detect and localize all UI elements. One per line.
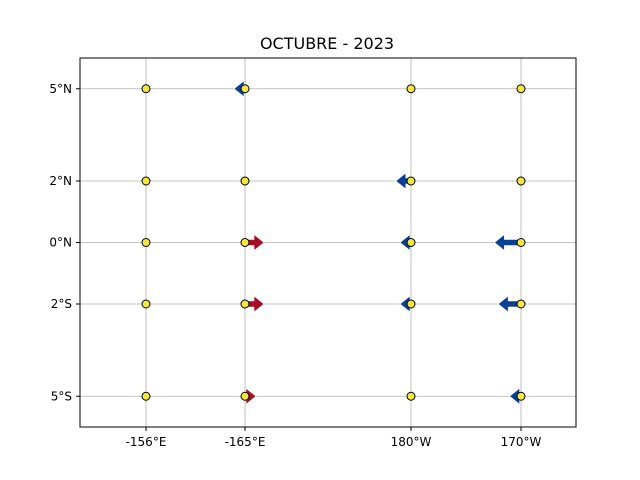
grid (80, 58, 576, 427)
buoy-point (406, 84, 416, 94)
y-tick-label: 2°N (49, 174, 72, 188)
buoy-point (406, 391, 416, 401)
x-axis-ticks: -156°E -165°E 180°W 170°W (126, 427, 542, 449)
x-tick-label: -156°E (126, 435, 167, 449)
x-tick-label: 170°W (501, 435, 542, 449)
buoy-point (240, 176, 250, 186)
buoy-point (141, 84, 151, 94)
y-tick-label: 5°N (49, 82, 72, 96)
buoy-point (516, 176, 526, 186)
buoy-point (516, 299, 526, 309)
buoy-point (141, 238, 151, 247)
buoy-point (240, 391, 250, 401)
buoy-point (141, 299, 151, 309)
chart-title: OCTUBRE - 2023 (260, 34, 394, 53)
buoy-point (141, 391, 151, 401)
buoy-point (406, 299, 416, 309)
buoy-point (240, 238, 250, 247)
y-tick-label: 5°S (51, 389, 72, 403)
y-tick-label: 0°N (49, 236, 72, 250)
buoy-point (406, 176, 416, 186)
buoy-point (516, 391, 526, 401)
buoy-layer (141, 84, 526, 401)
x-tick-label: -165°E (225, 435, 266, 449)
buoy-point (141, 176, 151, 186)
buoy-point (240, 84, 250, 94)
buoy-point (240, 299, 250, 309)
buoy-point (406, 238, 416, 247)
buoy-point (516, 84, 526, 94)
y-axis-ticks: 5°N 2°N 0°N 2°S 5°S (49, 82, 80, 403)
buoy-point (516, 238, 526, 247)
x-tick-label: 180°W (391, 435, 432, 449)
y-tick-label: 2°S (51, 297, 72, 311)
